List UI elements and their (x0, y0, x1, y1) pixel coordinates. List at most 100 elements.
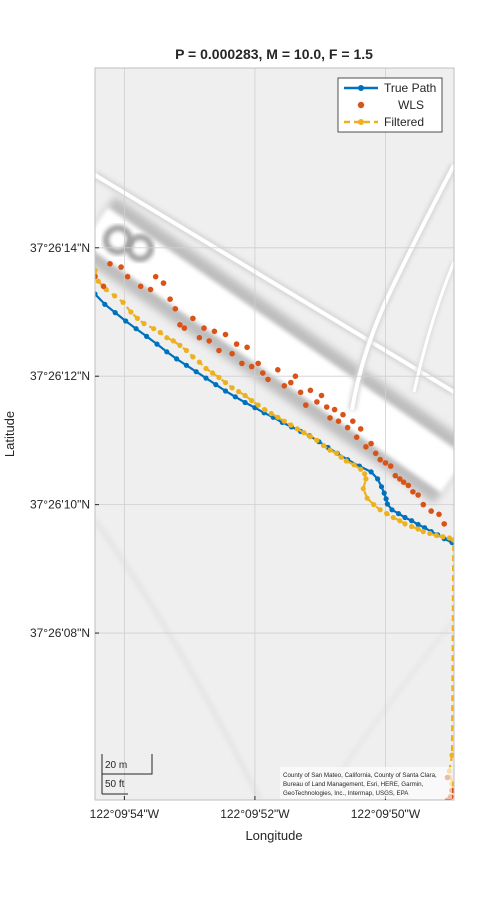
attribution-line-2: Bureau of Land Management, Esri, HERE, G… (283, 781, 424, 788)
data-point-filtered (450, 537, 454, 543)
data-point-filtered (164, 335, 170, 341)
map-attribution: County of San Mateo, California, County … (280, 767, 452, 799)
legend-entry-filtered[interactable]: Filtered (344, 115, 424, 129)
data-point-true-path (381, 490, 387, 496)
data-point-true-path (123, 318, 129, 324)
data-point-wls (405, 482, 412, 489)
data-point-filtered (183, 347, 189, 354)
data-point-filtered (338, 454, 344, 460)
data-point-filtered (397, 518, 403, 524)
map-axes[interactable] (92, 68, 456, 803)
data-point-true-path (415, 521, 421, 528)
data-point-wls (357, 426, 364, 432)
legend-label-wls: WLS (398, 98, 424, 112)
data-point-filtered (151, 326, 157, 332)
data-point-filtered (157, 329, 163, 336)
data-point-filtered (327, 447, 333, 453)
data-point-wls (400, 479, 407, 486)
data-point-wls (392, 472, 399, 479)
data-point-filtered (384, 510, 390, 517)
latitude-tick-labels: 37°26'14"N 37°26'12"N 37°26'10"N 37°26'08"N (30, 241, 99, 640)
data-point-wls (382, 460, 389, 466)
scale-bar-imperial: 50 ft (105, 779, 125, 790)
scale-bar-metric: 20 m (105, 760, 127, 771)
data-point-true-path (174, 356, 180, 362)
data-point-wls (196, 334, 203, 341)
data-point-filtered (242, 392, 248, 399)
data-point-true-path (395, 510, 402, 517)
data-point-filtered (190, 354, 196, 360)
data-point-wls (307, 387, 314, 394)
legend-entry-wls[interactable]: WLS (357, 98, 424, 112)
data-point-wls (377, 456, 384, 463)
data-point-true-path (112, 310, 118, 316)
data-point-true-path (378, 484, 385, 490)
data-point-wls (350, 418, 356, 425)
lat-tick-label: 37°26'08"N (30, 626, 90, 640)
legend[interactable]: True Path WLS Filtered (337, 77, 443, 133)
y-axis-label: Latitude (2, 411, 17, 457)
data-point-filtered (141, 321, 147, 327)
data-point-filtered (333, 450, 340, 456)
data-point-wls (95, 273, 98, 280)
data-point-wls (397, 476, 403, 482)
data-point-wls (410, 489, 416, 495)
data-point-filtered (262, 407, 268, 413)
data-point-wls (368, 440, 374, 447)
data-point-wls (137, 283, 144, 290)
lon-tick-label: 122°09'54"W (90, 807, 160, 821)
data-point-wls (292, 373, 299, 380)
data-point-filtered (177, 342, 183, 348)
data-point-filtered (420, 529, 426, 535)
data-point-true-path (133, 326, 139, 332)
data-point-wls (124, 273, 131, 280)
data-point-wls (353, 434, 360, 441)
lat-tick-label: 37°26'14"N (30, 241, 90, 255)
data-point-true-path (95, 291, 98, 297)
series-filtered (95, 267, 454, 787)
data-point-true-path (242, 399, 248, 406)
data-point-wls (233, 341, 240, 347)
data-point-filtered (363, 476, 369, 482)
data-point-filtered (440, 534, 446, 540)
data-point-wls (239, 360, 245, 367)
data-point-wls (344, 424, 351, 431)
data-point-wls (288, 379, 294, 386)
data-point-filtered (415, 526, 421, 532)
data-point-filtered (170, 338, 176, 344)
data-point-wls (275, 367, 281, 373)
lat-tick-label: 37°26'12"N (30, 369, 90, 383)
data-point-filtered (314, 437, 320, 443)
data-point-true-path (183, 362, 189, 368)
scale-bar: 20 m 50 ft (101, 754, 153, 795)
data-point-filtered (427, 530, 433, 537)
data-point-filtered (236, 389, 242, 395)
data-point-wls (222, 331, 229, 338)
data-point-wls (167, 296, 173, 303)
data-point-filtered (203, 365, 209, 372)
data-point-filtered (196, 359, 202, 365)
data-point-filtered (294, 426, 300, 432)
data-point-filtered (377, 507, 383, 513)
legend-entry-true-path[interactable]: True Path (344, 81, 436, 95)
attribution-line-3: GeoTechnologies, Inc., Intermap, USGS, E… (283, 790, 409, 797)
data-point-wls (335, 418, 342, 425)
data-point-true-path (232, 394, 238, 400)
axes-frame (94, 67, 455, 801)
data-point-wls (216, 347, 222, 354)
data-point-filtered (343, 458, 349, 464)
data-point-filtered (95, 278, 101, 284)
data-point-filtered (268, 410, 274, 417)
x-axis-label: Longitude (245, 828, 302, 843)
data-point-wls (314, 399, 320, 405)
data-point-wls (340, 411, 346, 418)
data-point-wls (211, 328, 218, 335)
data-point-wls (118, 264, 124, 270)
data-point-filtered (390, 514, 396, 521)
data-point-wls (160, 280, 167, 286)
data-point-true-path (203, 375, 209, 381)
data-point-true-path (375, 476, 381, 482)
data-point-wls (281, 383, 288, 389)
data-point-filtered (449, 752, 454, 758)
data-point-true-path (383, 496, 389, 502)
